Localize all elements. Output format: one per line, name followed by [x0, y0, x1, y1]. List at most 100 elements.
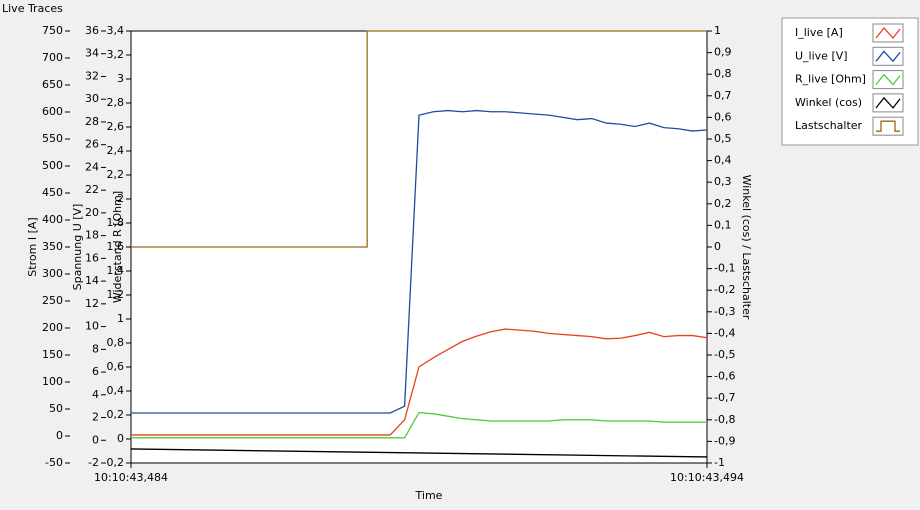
y-tick-label: 100 [42, 375, 63, 388]
y-tick-label: 1,8 [107, 216, 125, 229]
y-tick-label: 350 [42, 240, 63, 253]
y-tick-label: 400 [42, 213, 63, 226]
y-tick-label: 0,6 [107, 360, 125, 373]
series-line [131, 30, 707, 248]
y-tick-label: 3,4 [107, 24, 125, 37]
y-tick-label: 550 [42, 132, 63, 145]
legend-icon [875, 73, 901, 86]
y-tick-label: 36 [85, 24, 99, 37]
y-tick-label: 34 [85, 47, 99, 60]
y-tick-label: 0 [92, 433, 99, 446]
legend-icon [875, 26, 901, 40]
y-axis-label: Widerstand R [Ohm] [111, 191, 124, 303]
y-tick-label: 2,8 [107, 96, 125, 109]
legend-label: U_live [V] [795, 49, 848, 62]
legend-icon [876, 120, 900, 132]
series-line [130, 448, 708, 458]
legend-label: I_live [A] [795, 26, 843, 39]
y-tick-label: 22 [85, 183, 99, 196]
legend-label: Winkel (cos) [795, 96, 862, 109]
y-tick-label: 600 [42, 105, 63, 118]
y-tick-label: 2,4 [107, 144, 125, 157]
y-tick-label: 30 [85, 92, 99, 105]
y-tick-label: 0,1 [714, 218, 732, 231]
y-tick-label: 26 [85, 138, 99, 151]
x-tick-label: 10:10:43,484 [94, 471, 168, 484]
y-tick-label: 0 [56, 429, 63, 442]
y-axis-label: Winkel (cos) / Lastschalter [740, 175, 753, 320]
y-tick-label: -0,2 [714, 283, 735, 296]
y-tick-label: -50 [45, 456, 63, 469]
y-tick-label: -0,8 [714, 413, 735, 426]
y-tick-label: 20 [85, 206, 99, 219]
y-tick-label: 0,6 [714, 110, 732, 123]
y-tick-label: -0,2 [103, 456, 124, 469]
y-tick-label: 750 [42, 24, 63, 37]
y-tick-label: 0,9 [714, 46, 732, 59]
y-tick-label: 0,8 [107, 336, 125, 349]
y-tick-label: 0,5 [714, 132, 732, 145]
y-tick-label: 6 [92, 365, 99, 378]
y-tick-label: -0,5 [714, 348, 735, 361]
y-tick-label: 0,2 [714, 197, 732, 210]
y-tick-label: 2,2 [107, 168, 125, 181]
y-tick-label: 3 [117, 72, 124, 85]
x-tick-label: 10:10:43,494 [670, 471, 744, 484]
y-tick-label: 500 [42, 159, 63, 172]
y-tick-label: 12 [85, 297, 99, 310]
y-tick-label: -0,3 [714, 305, 735, 318]
legend-icon [875, 96, 901, 109]
y-tick-label: 50 [49, 402, 63, 415]
y-tick-label: 0,4 [714, 154, 732, 167]
y-tick-label: -2 [88, 456, 99, 469]
y-tick-label: 2 [117, 192, 124, 205]
y-tick-label: -1 [714, 456, 725, 469]
y-tick-label: 150 [42, 348, 63, 361]
y-tick-label: -0,7 [714, 391, 735, 404]
legend-label: R_live [Ohm] [795, 73, 866, 86]
y-tick-label: 1 [117, 312, 124, 325]
y-tick-label: 8 [92, 342, 99, 355]
y-tick-label: 1,4 [107, 264, 125, 277]
legend-icon [875, 50, 901, 63]
y-tick-label: 650 [42, 78, 63, 91]
y-tick-label: 0,7 [714, 89, 732, 102]
y-axis-label: Spannung U [V] [71, 204, 84, 291]
y-tick-label: 16 [85, 251, 99, 264]
y-tick-label: 0,2 [107, 408, 125, 421]
y-tick-label: -0,6 [714, 370, 735, 383]
series-line [131, 411, 707, 439]
chart-title: Live Traces [2, 2, 63, 15]
y-tick-label: 200 [42, 321, 63, 334]
y-tick-label: -0,4 [714, 326, 735, 339]
y-tick-label: 18 [85, 229, 99, 242]
y-tick-label: 0,8 [714, 67, 732, 80]
y-tick-label: 250 [42, 294, 63, 307]
legend-swatch [872, 116, 904, 136]
series-line [131, 109, 708, 414]
y-tick-label: 24 [85, 160, 99, 173]
y-tick-label: 0,4 [107, 384, 125, 397]
y-tick-label: -0,1 [714, 262, 735, 275]
y-tick-label: 0,3 [714, 175, 732, 188]
y-tick-label: 32 [85, 69, 99, 82]
series-line [131, 328, 708, 436]
y-axis-label: Strom I [A] [26, 217, 39, 276]
y-tick-label: 300 [42, 267, 63, 280]
y-tick-label: 700 [42, 51, 63, 64]
y-tick-label: 1,2 [107, 288, 125, 301]
y-tick-label: 2,6 [107, 120, 125, 133]
x-axis-label: Time [415, 489, 443, 502]
y-tick-label: 1,6 [107, 240, 125, 253]
y-tick-label: 14 [85, 274, 99, 287]
y-tick-label: 450 [42, 186, 63, 199]
y-tick-label: 2 [92, 411, 99, 424]
y-tick-label: 3,2 [107, 48, 125, 61]
y-tick-label: -0,9 [714, 434, 735, 447]
y-tick-label: 28 [85, 115, 99, 128]
y-tick-label: 1 [714, 24, 721, 37]
y-tick-label: 10 [85, 320, 99, 333]
y-tick-label: 0 [714, 240, 721, 253]
